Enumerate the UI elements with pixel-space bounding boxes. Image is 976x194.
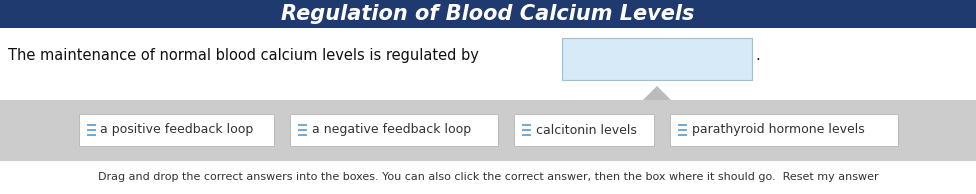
Bar bbox=[0, 160, 976, 194]
Text: calcitonin levels: calcitonin levels bbox=[536, 124, 636, 137]
Text: Drag and drop the correct answers into the boxes. You can also click the correct: Drag and drop the correct answers into t… bbox=[98, 172, 878, 182]
FancyBboxPatch shape bbox=[670, 114, 898, 146]
FancyBboxPatch shape bbox=[513, 114, 654, 146]
Text: .: . bbox=[755, 48, 759, 63]
Bar bbox=[0, 28, 976, 100]
Polygon shape bbox=[643, 86, 671, 100]
Text: The maintenance of normal blood calcium levels is regulated by: The maintenance of normal blood calcium … bbox=[8, 48, 479, 63]
FancyBboxPatch shape bbox=[290, 114, 498, 146]
Bar bbox=[0, 0, 976, 28]
FancyBboxPatch shape bbox=[78, 114, 273, 146]
Bar bbox=[0, 100, 976, 160]
Text: parathyroid hormone levels: parathyroid hormone levels bbox=[692, 124, 865, 137]
FancyBboxPatch shape bbox=[562, 38, 752, 80]
Text: a positive feedback loop: a positive feedback loop bbox=[101, 124, 254, 137]
Text: Regulation of Blood Calcium Levels: Regulation of Blood Calcium Levels bbox=[281, 4, 695, 24]
Text: a negative feedback loop: a negative feedback loop bbox=[311, 124, 470, 137]
